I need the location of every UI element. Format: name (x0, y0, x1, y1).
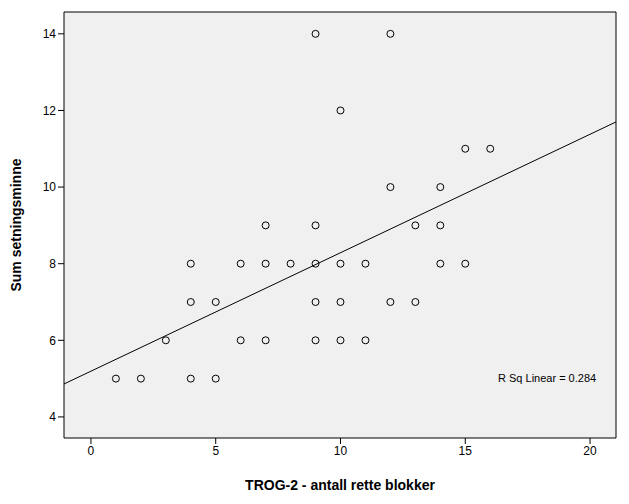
svg-text:Sum setningsminne: Sum setningsminne (8, 158, 24, 291)
svg-text:0: 0 (88, 444, 95, 458)
svg-text:10: 10 (43, 180, 57, 194)
svg-text:12: 12 (43, 104, 57, 118)
svg-text:10: 10 (334, 444, 348, 458)
svg-text:8: 8 (49, 257, 56, 271)
svg-text:5: 5 (212, 444, 219, 458)
svg-text:6: 6 (49, 334, 56, 348)
svg-text:20: 20 (583, 444, 597, 458)
html-text:R Sq Linear = 0.284: R Sq Linear = 0.284 (498, 372, 597, 384)
svg-text:4: 4 (49, 410, 56, 424)
svg-text:TROG-2 - antall rette blokker: TROG-2 - antall rette blokker (245, 477, 435, 493)
svg-text:15: 15 (459, 444, 473, 458)
svg-text:14: 14 (43, 27, 57, 41)
